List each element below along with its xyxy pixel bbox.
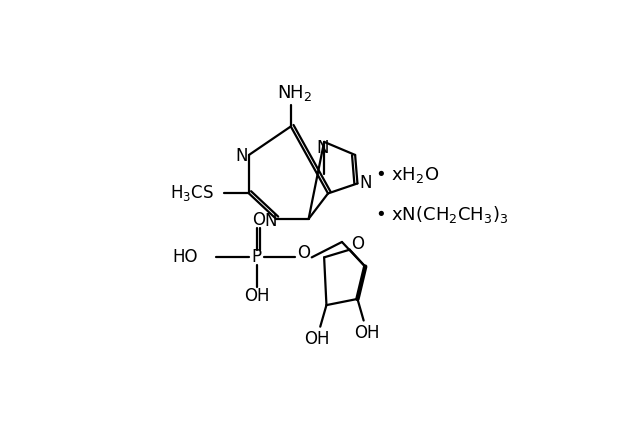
Text: H$_3$CS: H$_3$CS [170, 184, 214, 204]
Text: HO: HO [172, 248, 198, 266]
Text: OH: OH [305, 330, 330, 348]
Text: • xN(CH$_2$CH$_3$)$_3$: • xN(CH$_2$CH$_3$)$_3$ [375, 204, 508, 225]
Text: N: N [235, 147, 248, 165]
Text: • xH$_2$O: • xH$_2$O [375, 165, 440, 185]
Text: O: O [351, 235, 364, 253]
Text: OH: OH [354, 324, 380, 342]
Text: OH: OH [244, 287, 269, 305]
Text: NH$_2$: NH$_2$ [277, 83, 312, 103]
Text: N: N [264, 212, 277, 230]
Text: N: N [359, 174, 371, 192]
Text: P: P [252, 248, 262, 266]
Text: O: O [297, 244, 310, 262]
Text: O: O [252, 211, 265, 230]
Text: N: N [316, 139, 329, 157]
